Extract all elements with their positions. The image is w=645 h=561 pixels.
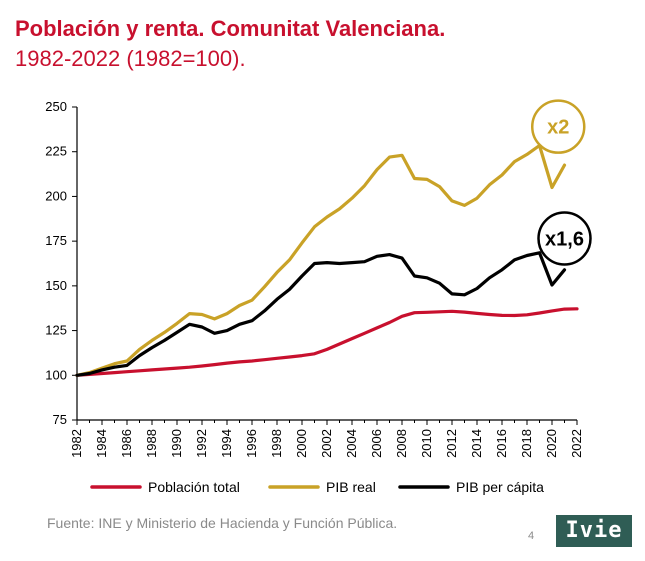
x-tick-label: 2014 (469, 429, 484, 458)
x-tick-label: 2020 (544, 429, 559, 458)
x-tick-label: 2000 (294, 429, 309, 458)
x-tick-label: 1990 (169, 429, 184, 458)
legend-label: Población total (148, 479, 240, 495)
x-tick-label: 2006 (369, 429, 384, 458)
annotation-label: x2 (547, 117, 569, 139)
y-tick-label: 150 (45, 278, 67, 293)
x-tick-label: 1994 (219, 429, 234, 458)
x-tick-label: 2010 (419, 429, 434, 458)
series-line-pib-per-c-pita (75, 251, 567, 377)
y-tick-label: 75 (53, 412, 67, 427)
legend-label: PIB real (326, 479, 376, 495)
y-tick-label: 250 (45, 99, 67, 114)
y-tick-label: 175 (45, 233, 67, 248)
x-tick-label: 2018 (519, 429, 534, 458)
annotation-circle (531, 99, 586, 154)
x-tick-label: 1988 (144, 429, 159, 458)
annotation-circle (537, 211, 592, 266)
page-number: 4 (528, 530, 535, 542)
y-tick-label: 100 (45, 367, 67, 382)
legend-label: PIB per cápita (456, 479, 544, 495)
series-line-poblaci-n-total (75, 307, 579, 377)
x-tick-label: 2016 (494, 429, 509, 458)
chart-title: Población y renta. Comunitat Valenciana. (15, 16, 446, 41)
annotation-label: x1,6 (545, 228, 584, 250)
x-tick-label: 2004 (344, 429, 359, 458)
y-tick-label: 125 (45, 323, 67, 338)
x-tick-label: 1998 (269, 429, 284, 458)
x-tick-label: 1984 (94, 429, 109, 458)
x-tick-label: 2012 (444, 429, 459, 458)
y-tick-label: 200 (45, 188, 67, 203)
x-tick-label: 2022 (569, 429, 584, 458)
ivie-logo: Ivie (556, 515, 632, 547)
x-tick-label: 1982 (69, 429, 84, 458)
source-note: Fuente: INE y Ministerio de Hacienda y F… (47, 515, 398, 531)
y-tick-label: 225 (45, 144, 67, 159)
x-tick-label: 2002 (319, 429, 334, 458)
x-tick-label: 1992 (194, 429, 209, 458)
x-tick-label: 2008 (394, 429, 409, 458)
series-line-pib-real (75, 143, 567, 377)
x-tick-label: 1986 (119, 429, 134, 458)
chart-subtitle: 1982-2022 (1982=100). (15, 46, 246, 71)
x-tick-label: 1996 (244, 429, 259, 458)
